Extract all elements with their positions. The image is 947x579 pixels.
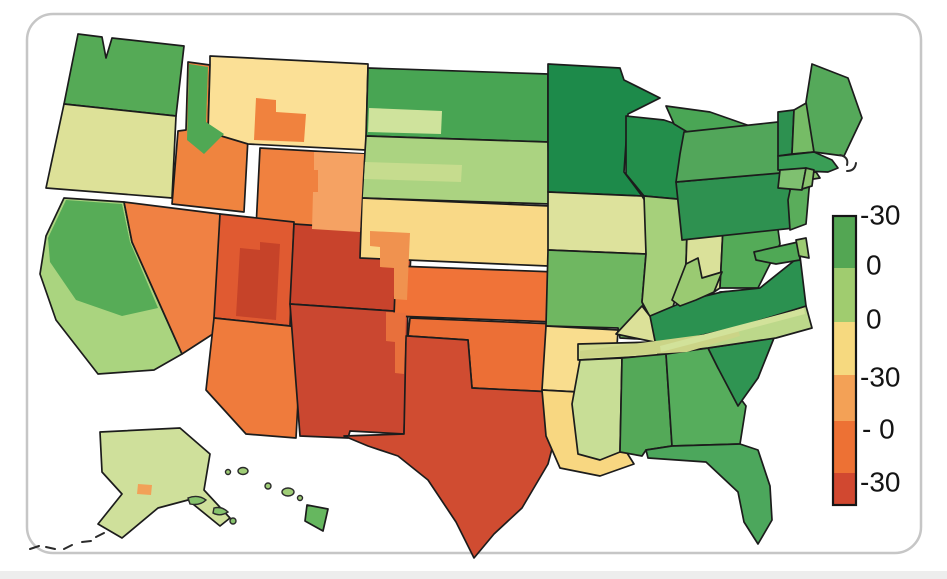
hawaii-island [264,482,272,490]
coast-strokes [29,154,857,550]
state-washington [63,33,185,117]
island-details [187,466,304,525]
north-carolina-top-strip-patch [660,308,805,352]
state-new-york [675,121,793,183]
colorbar-tick-label: 0 [866,303,882,334]
utah-core-patch [236,242,280,320]
colorbar: -30 0 0 -30 - 0 -30 [831,199,900,507]
colorado-east-patch [370,231,410,300]
colorbar-frame [831,214,858,507]
montana-south-patch [254,98,306,142]
idaho-panhandle-patch [187,64,224,154]
colorbar-segment [833,216,856,268]
california-north-patch [48,200,158,316]
new-mexico-east-patch [386,312,406,374]
colorbar-tick-label: -30 [860,361,900,392]
sub-state-patches [48,64,805,495]
hawaii-island [281,487,295,497]
state-mississippi [571,357,623,461]
colorbar-segment [833,473,856,505]
colorbar-segment [833,421,856,473]
state-delaware [795,237,810,259]
cape-cod-flourish [839,154,857,172]
colorbar-tick-label: -30 [860,199,900,230]
state-kansas [393,265,557,323]
colorbar-tick-label: - 0 [862,413,895,444]
south-dakota-strip-patch [364,162,462,182]
alaska-se-island [212,506,230,516]
colorbar-segment [833,268,856,322]
aleutian-islands [29,532,105,550]
state-pennsylvania [675,171,795,241]
alaska-se-island [229,517,237,525]
alaska-orange-spot-patch [137,484,152,495]
wyoming-east-patch [312,152,364,232]
bottom-edge-band [0,571,947,579]
state-alabama [619,353,673,457]
hawaii-island [237,466,249,476]
colorbar-tick-label: -30 [860,466,900,497]
hawaii-island [224,468,232,476]
colorbar-segment [833,322,856,375]
alaska-se-island [187,495,208,506]
colorbar-segment [833,375,856,421]
hawaii-island [296,494,304,502]
state-iowa [547,191,657,255]
colorbar-tick-label: 0 [866,249,882,280]
state-oregon [45,103,177,199]
north-dakota-strip-patch [368,108,442,134]
